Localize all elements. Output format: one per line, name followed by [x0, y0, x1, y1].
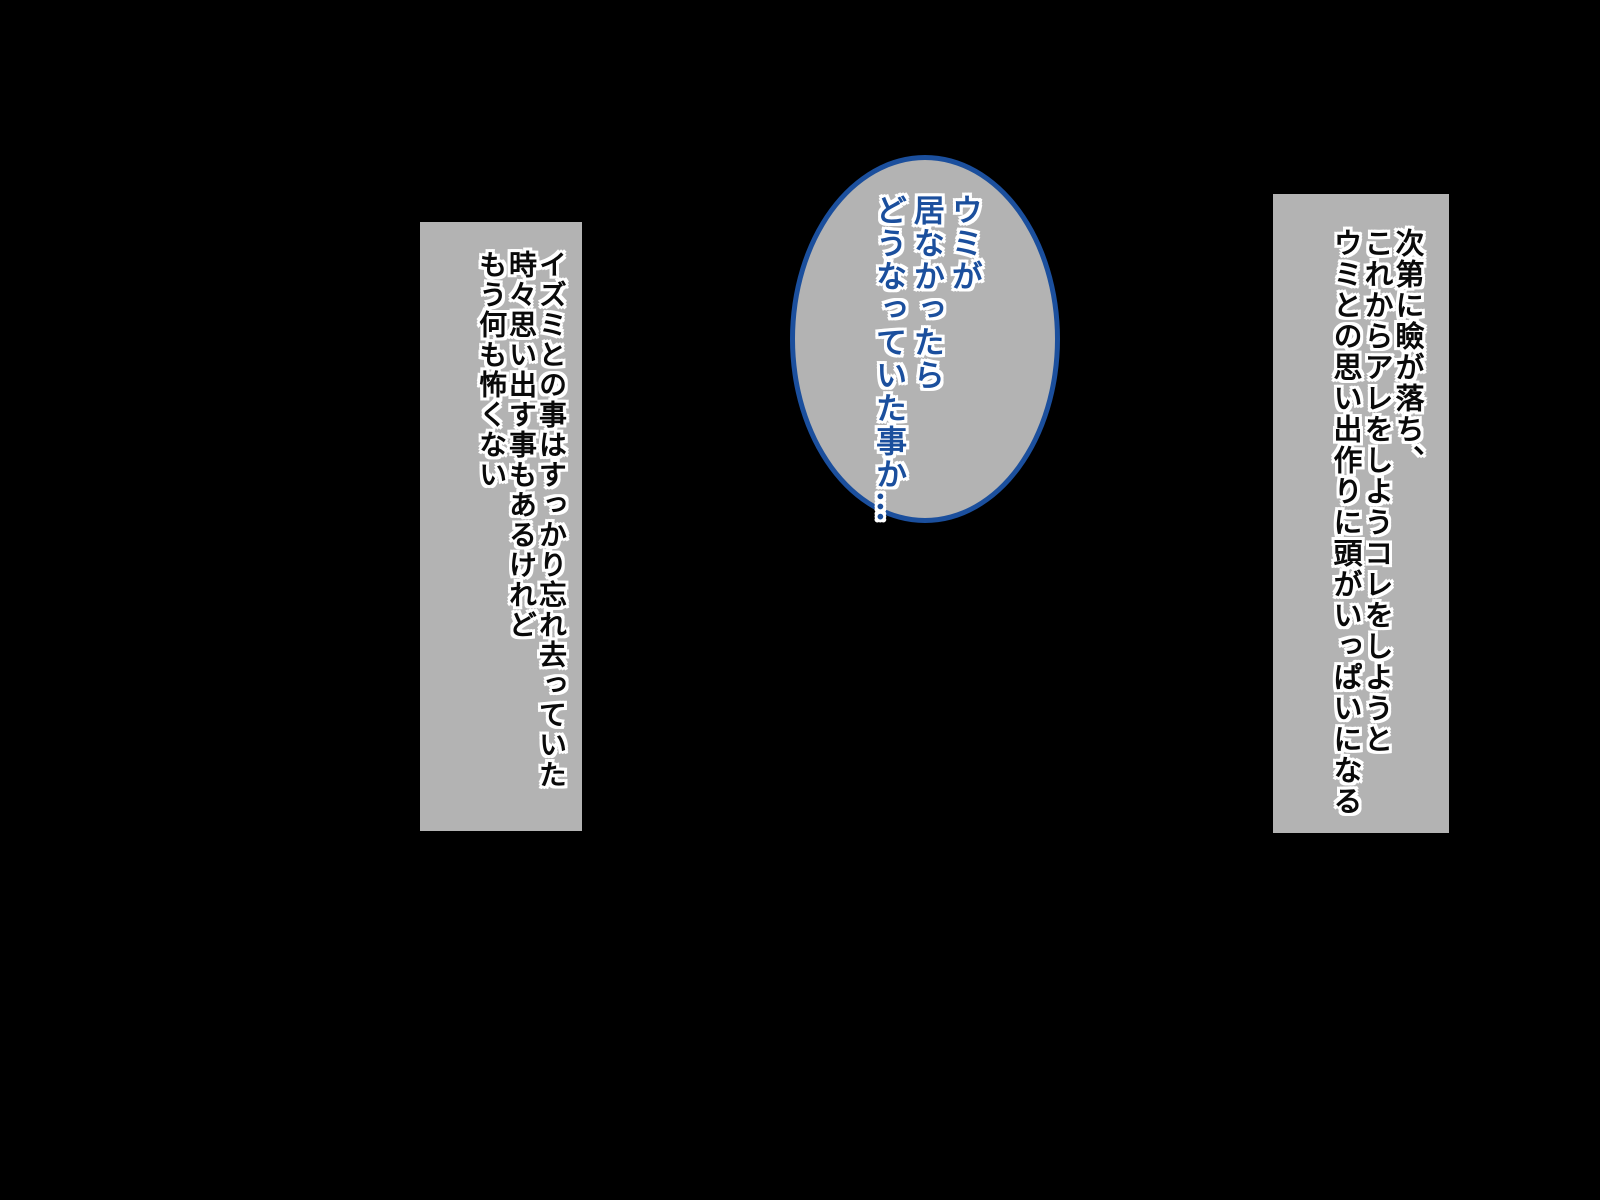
bubble-line: 居なかったら: [907, 194, 944, 392]
caption-line: 次第に瞼が落ち、: [1391, 228, 1425, 476]
caption-line: ウミとの思い出作りに頭がいっぱいになる: [1328, 228, 1363, 817]
caption-line: もう何も怖くない: [475, 250, 509, 490]
left-caption-text: イズミとの事はすっかり忘れ去っていた 時々思い出す事もあるけれど もう何も怖くな…: [475, 250, 568, 790]
speech-bubble-text: ウミが 居なかったら どうなっていた事か…: [868, 194, 982, 524]
right-caption-box: 次第に瞼が落ち、 これからアレをしようコレをしようと ウミとの思い出作りに頭がい…: [1273, 194, 1449, 833]
caption-line: これからアレをしようコレをしようと: [1359, 228, 1394, 755]
right-caption-text: 次第に瞼が落ち、 これからアレをしようコレをしようと ウミとの思い出作りに頭がい…: [1328, 228, 1425, 817]
bubble-line: ウミが: [945, 194, 982, 293]
bubble-line: どうなっていた事か…: [870, 194, 907, 524]
caption-line: イズミとの事はすっかり忘れ去っていた: [535, 250, 568, 790]
caption-line: 時々思い出す事もあるけれど: [505, 250, 539, 640]
left-caption-box: イズミとの事はすっかり忘れ去っていた 時々思い出す事もあるけれど もう何も怖くな…: [420, 222, 582, 831]
speech-bubble: ウミが 居なかったら どうなっていた事か…: [790, 155, 1060, 524]
